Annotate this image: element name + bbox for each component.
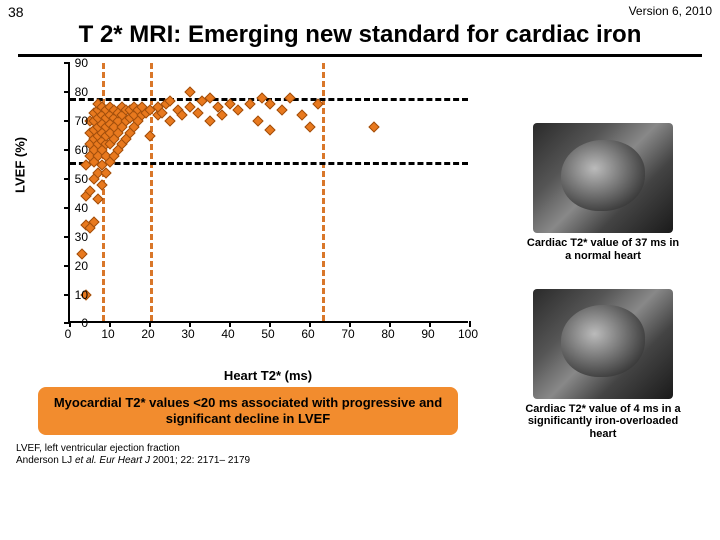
x-tick-label: 30 (181, 327, 194, 341)
data-point (368, 121, 379, 132)
data-point (216, 110, 227, 121)
y-tick-label: 30 (75, 230, 88, 244)
x-tick-label: 20 (141, 327, 154, 341)
slide: 38 Version 6, 2010 T 2* MRI: Emerging ne… (0, 0, 720, 540)
data-point (276, 104, 287, 115)
chart-column: LVEF (%) Heart T2* (ms) 0 10 20 30 40 50 60 70 8… (8, 63, 498, 466)
header: 38 Version 6, 2010 (0, 0, 720, 20)
x-tick-label: 70 (341, 327, 354, 341)
data-point (144, 130, 155, 141)
scatter-chart: LVEF (%) Heart T2* (ms) 0102030405060708… (38, 63, 498, 343)
data-point (204, 115, 215, 126)
images-column: Cardiac T2* value of 37 ms in a normal h… (498, 63, 708, 466)
y-tick-label: 90 (75, 56, 88, 70)
page-title: T 2* MRI: Emerging new standard for card… (0, 20, 720, 54)
page-number: 38 (8, 4, 24, 20)
footnote: LVEF, left ventricular ejection fraction… (8, 443, 498, 467)
data-point (164, 115, 175, 126)
x-tick-label: 50 (261, 327, 274, 341)
data-point (184, 87, 195, 98)
data-point (232, 104, 243, 115)
y-tick-label: 80 (75, 85, 88, 99)
y-tick-label: 70 (75, 114, 88, 128)
data-point (252, 115, 263, 126)
title-underline (18, 54, 702, 57)
x-tick-label: 0 (65, 327, 72, 341)
reference-hline (70, 162, 468, 165)
mri-normal-image (533, 123, 673, 233)
y-axis-label: LVEF (%) (13, 137, 28, 193)
y-tick-label: 0 (81, 316, 88, 330)
data-point (264, 124, 275, 135)
content-row: LVEF (%) Heart T2* (ms) 0 10 20 30 40 50 60 70 8… (0, 63, 720, 466)
x-tick-label: 90 (421, 327, 434, 341)
data-point (304, 121, 315, 132)
plot-area (68, 63, 468, 323)
data-point (284, 92, 295, 103)
x-tick-label: 10 (101, 327, 114, 341)
y-tick-label: 40 (75, 201, 88, 215)
mri-normal-caption: Cardiac T2* value of 37 ms in a normal h… (523, 237, 683, 262)
mri-overload-image (533, 289, 673, 399)
x-tick-label: 80 (381, 327, 394, 341)
x-tick-label: 40 (221, 327, 234, 341)
x-axis-label: Heart T2* (ms) (224, 368, 312, 383)
data-point (96, 179, 107, 190)
footnote-line1: LVEF, left ventricular ejection fraction (16, 443, 498, 455)
data-point (296, 110, 307, 121)
footnote-line2: Anderson LJ et al. Eur Heart J 2001; 22:… (16, 455, 498, 467)
y-tick-label: 20 (75, 259, 88, 273)
y-tick-label: 10 (75, 288, 88, 302)
reference-vline (150, 63, 153, 321)
y-tick-label: 60 (75, 143, 88, 157)
callout-box: Myocardial T2* values <20 ms associated … (38, 387, 458, 434)
mri-overload-caption: Cardiac T2* value of 4 ms in a significa… (523, 403, 683, 441)
version-label: Version 6, 2010 (629, 4, 712, 20)
data-point (176, 110, 187, 121)
x-tick-label: 100 (458, 327, 478, 341)
x-tick-label: 60 (301, 327, 314, 341)
y-tick-label: 50 (75, 172, 88, 186)
